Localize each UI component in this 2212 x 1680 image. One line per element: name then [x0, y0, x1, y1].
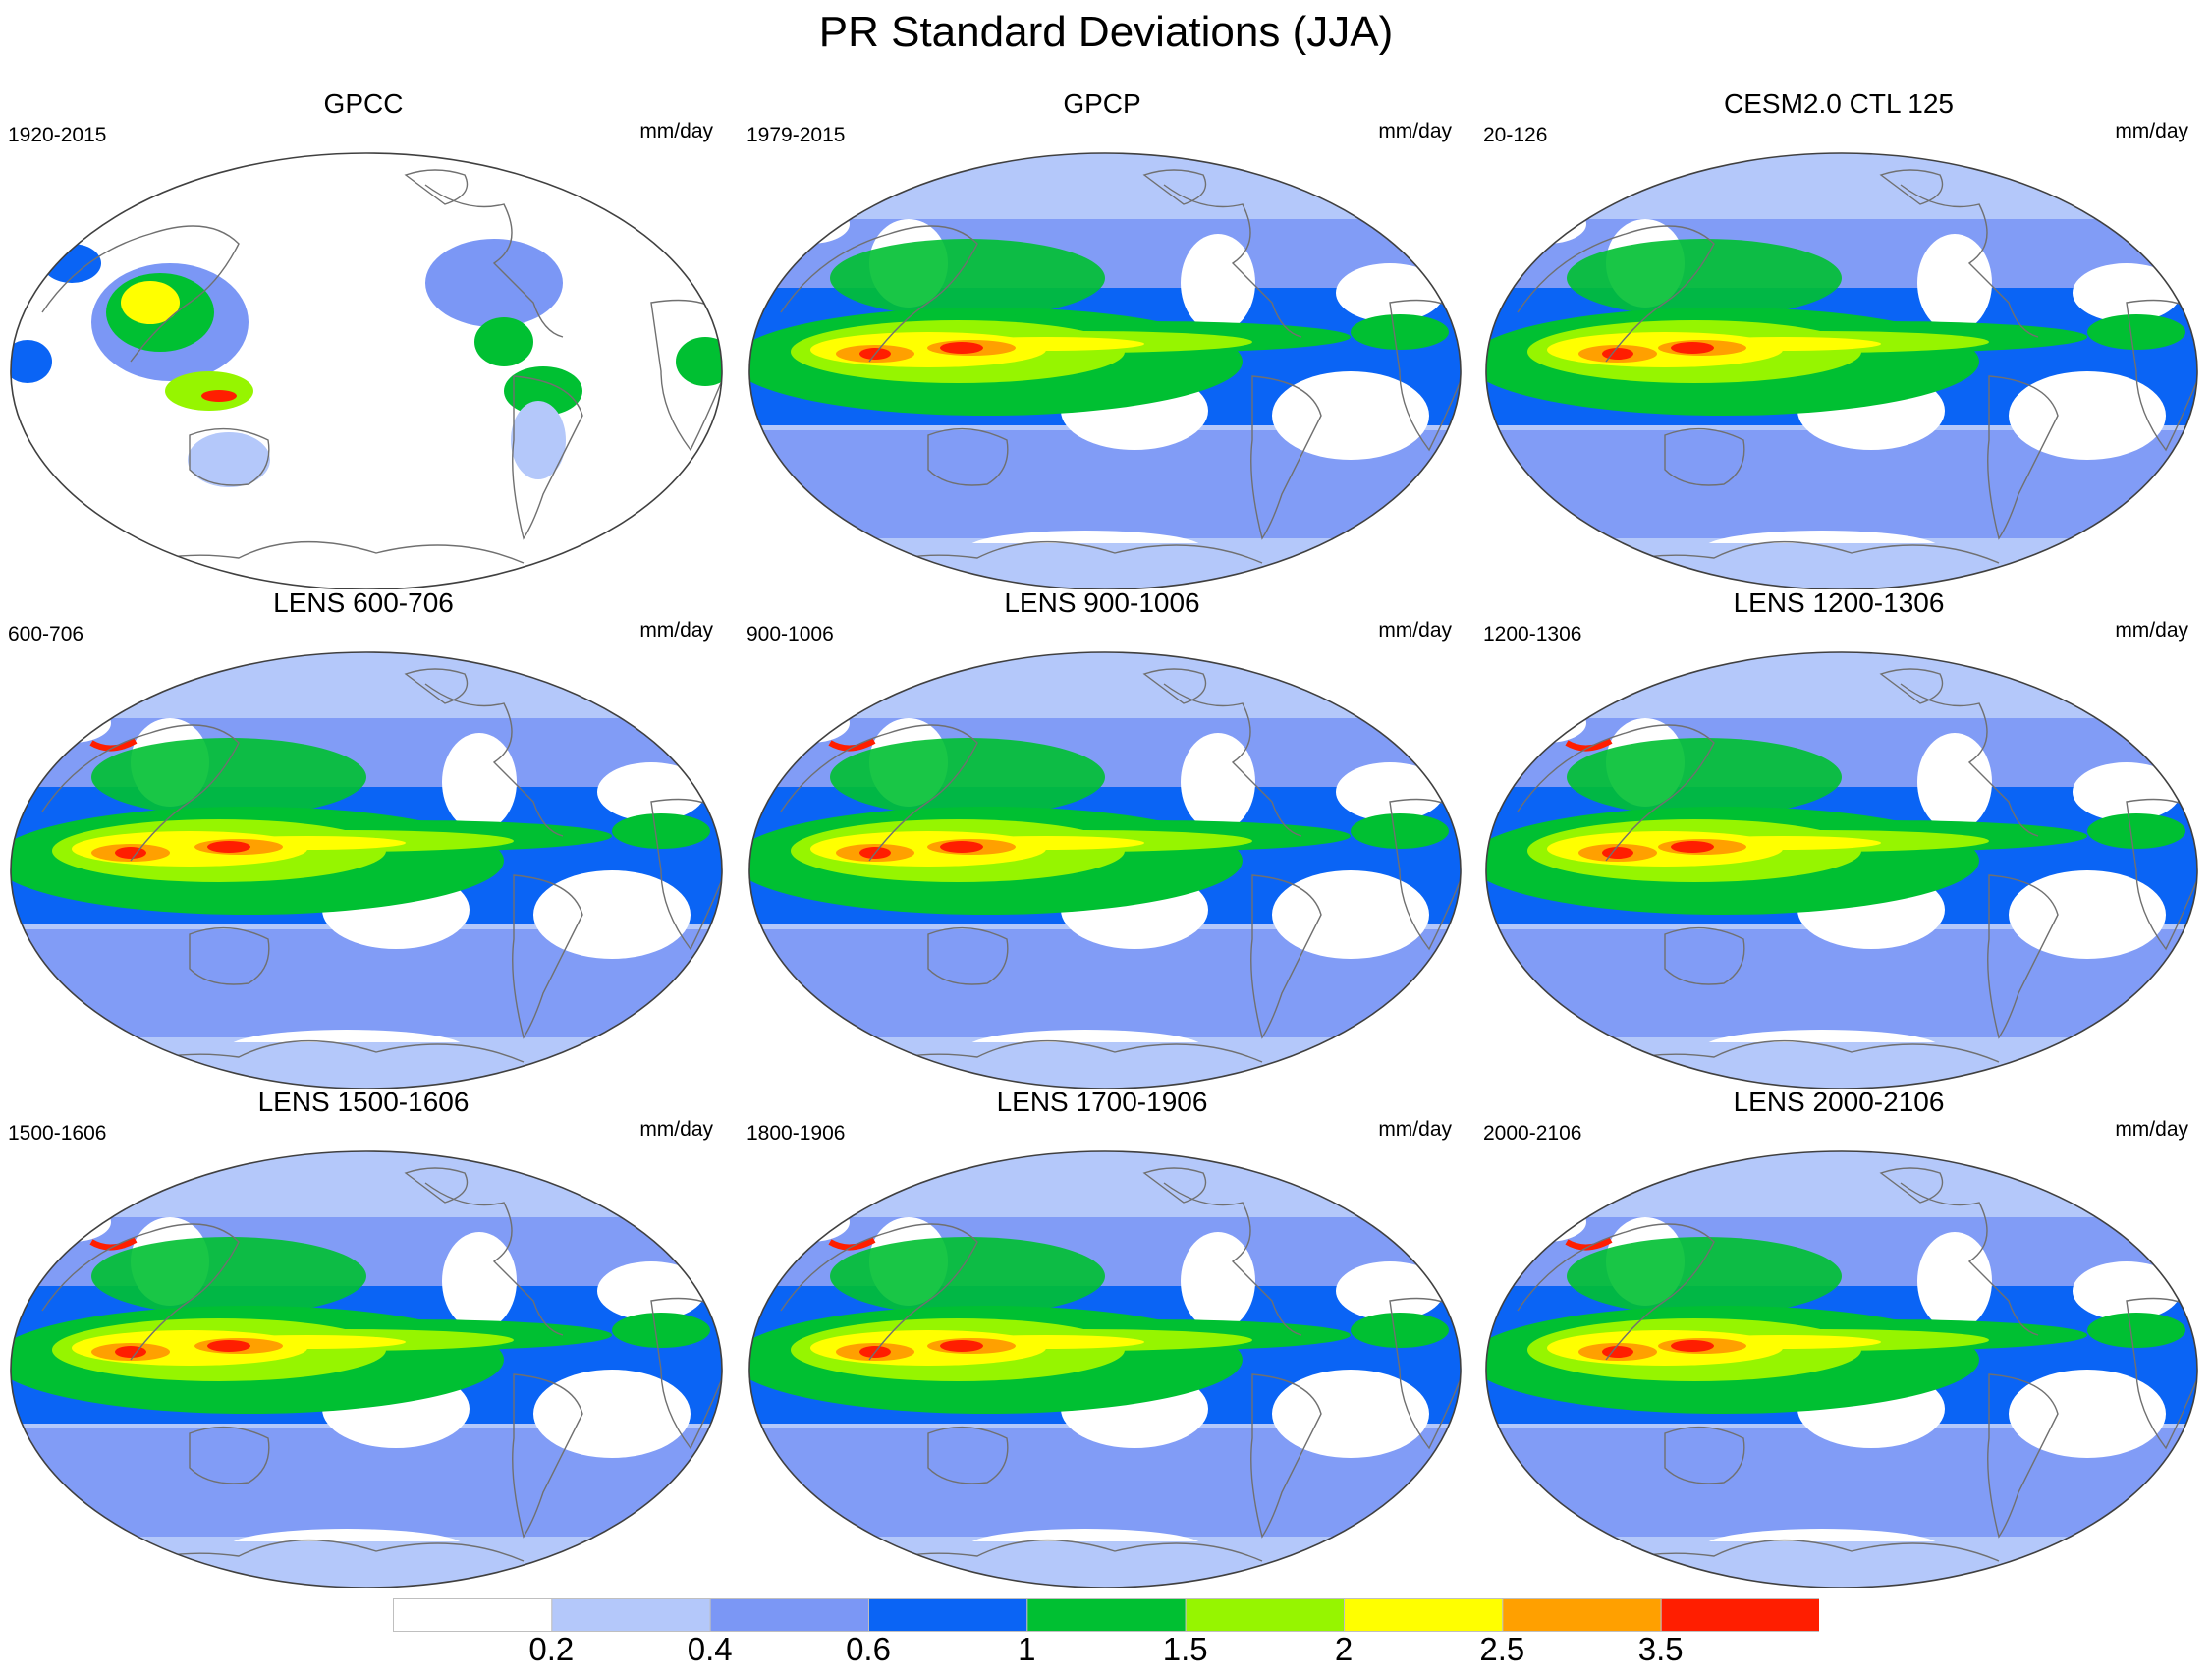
precipitation-field: [749, 652, 1461, 1089]
map-border: [10, 651, 723, 1089]
map-border: [1485, 1150, 2198, 1588]
colorbar-swatch: [709, 1598, 869, 1632]
colorbar-label: 1: [1018, 1631, 1036, 1667]
precipitation-field: [1486, 153, 2197, 589]
colorbar-label: 0.6: [846, 1631, 891, 1667]
colorbar-swatch: [1026, 1598, 1187, 1632]
colorbar-label: 3.5: [1637, 1631, 1684, 1667]
panel-units: mm/day: [2115, 619, 2188, 642]
map-projection: [10, 651, 723, 1089]
precipitation-field: [749, 153, 1461, 589]
map-panel: LENS 900-1006 900-1006 mm/day: [739, 588, 1465, 1089]
panel-units: mm/day: [1378, 619, 1452, 642]
panel-title: LENS 2000-2106: [1733, 1087, 1945, 1117]
map-panel: GPCC 1920-2015 mm/day: [0, 88, 727, 589]
precipitation-field: [1486, 652, 2197, 1089]
map-panel: LENS 1200-1306 1200-1306 mm/day: [1475, 588, 2202, 1089]
panel-units: mm/day: [1378, 120, 1452, 142]
map-panel: CESM2.0 CTL 125 20-126 mm/day: [1475, 88, 2202, 589]
map-border: [10, 1150, 723, 1588]
precipitation-field: [11, 1151, 722, 1588]
map-panel: LENS 2000-2106 2000-2106 mm/day: [1475, 1087, 2202, 1588]
panel-title: LENS 900-1006: [1004, 588, 1200, 618]
precipitation-field: [11, 153, 722, 589]
panel-period: 1500-1606: [8, 1122, 107, 1145]
panel-period: 1979-2015: [747, 124, 846, 146]
panel-title: GPCP: [1063, 88, 1141, 119]
map-border: [748, 651, 1462, 1089]
colorbar-label: 0.2: [528, 1631, 575, 1667]
colorbar-labels: 0.2 0.4 0.6 1 1.5 2 2.5 3.5: [0, 1631, 2212, 1680]
map-border: [1485, 152, 2198, 589]
panel-period: 1800-1906: [747, 1122, 846, 1145]
map-border: [748, 152, 1462, 589]
map-border: [10, 152, 723, 589]
panel-units: mm/day: [639, 619, 713, 642]
panel-title: LENS 1200-1306: [1733, 588, 1945, 618]
panel-units: mm/day: [639, 1118, 713, 1141]
colorbar-swatch: [1344, 1598, 1504, 1632]
colorbar: [393, 1598, 1819, 1632]
map-panel: LENS 1700-1906 1800-1906 mm/day: [739, 1087, 1465, 1588]
colorbar-label: 2.5: [1479, 1631, 1525, 1667]
panel-title: LENS 1500-1606: [257, 1087, 470, 1117]
main-title: PR Standard Deviations (JJA): [818, 8, 1394, 56]
panel-title: LENS 1700-1906: [996, 1087, 1208, 1117]
map-projection: [10, 1150, 723, 1588]
panel-period: 1200-1306: [1483, 623, 1582, 645]
colorbar-swatch: [551, 1598, 711, 1632]
map-border: [748, 1150, 1462, 1588]
panel-period: 20-126: [1483, 124, 1548, 146]
colorbar-swatch: [1502, 1598, 1662, 1632]
panel-units: mm/day: [639, 120, 713, 142]
colorbar-swatch: [393, 1598, 553, 1632]
map-projection: [748, 651, 1462, 1089]
colorbar-label: 2: [1334, 1631, 1354, 1667]
map-projection: [748, 1150, 1462, 1588]
map-projection: [1485, 1150, 2198, 1588]
colorbar-swatch: [868, 1598, 1028, 1632]
map-projection: [1485, 152, 2198, 589]
colorbar-label: 0.4: [687, 1631, 733, 1667]
panel-title: CESM2.0 CTL 125: [1724, 88, 1954, 119]
map-panel: GPCP 1979-2015 mm/day: [739, 88, 1465, 589]
map-border: [1485, 651, 2198, 1089]
panel-title: LENS 600-706: [273, 588, 454, 618]
map-projection: [1485, 651, 2198, 1089]
colorbar-swatch: [1185, 1598, 1346, 1632]
colorbar-label: 1.5: [1162, 1631, 1208, 1667]
panel-period: 900-1006: [747, 623, 834, 645]
map-projection: [748, 152, 1462, 589]
panel-period: 1920-2015: [8, 124, 107, 146]
panel-units: mm/day: [1378, 1118, 1452, 1141]
precipitation-field: [749, 1151, 1461, 1588]
panel-title: GPCC: [323, 88, 404, 119]
map-panel: LENS 600-706 600-706 mm/day: [0, 588, 727, 1089]
colorbar-swatch: [1660, 1598, 1819, 1632]
panel-period: 2000-2106: [1483, 1122, 1582, 1145]
panel-units: mm/day: [2115, 120, 2188, 142]
panel-period: 600-706: [8, 623, 84, 645]
precipitation-field: [1486, 1151, 2197, 1588]
panel-units: mm/day: [2115, 1118, 2188, 1141]
map-projection: [10, 152, 723, 589]
map-panel: LENS 1500-1606 1500-1606 mm/day: [0, 1087, 727, 1588]
precipitation-field: [11, 652, 722, 1089]
